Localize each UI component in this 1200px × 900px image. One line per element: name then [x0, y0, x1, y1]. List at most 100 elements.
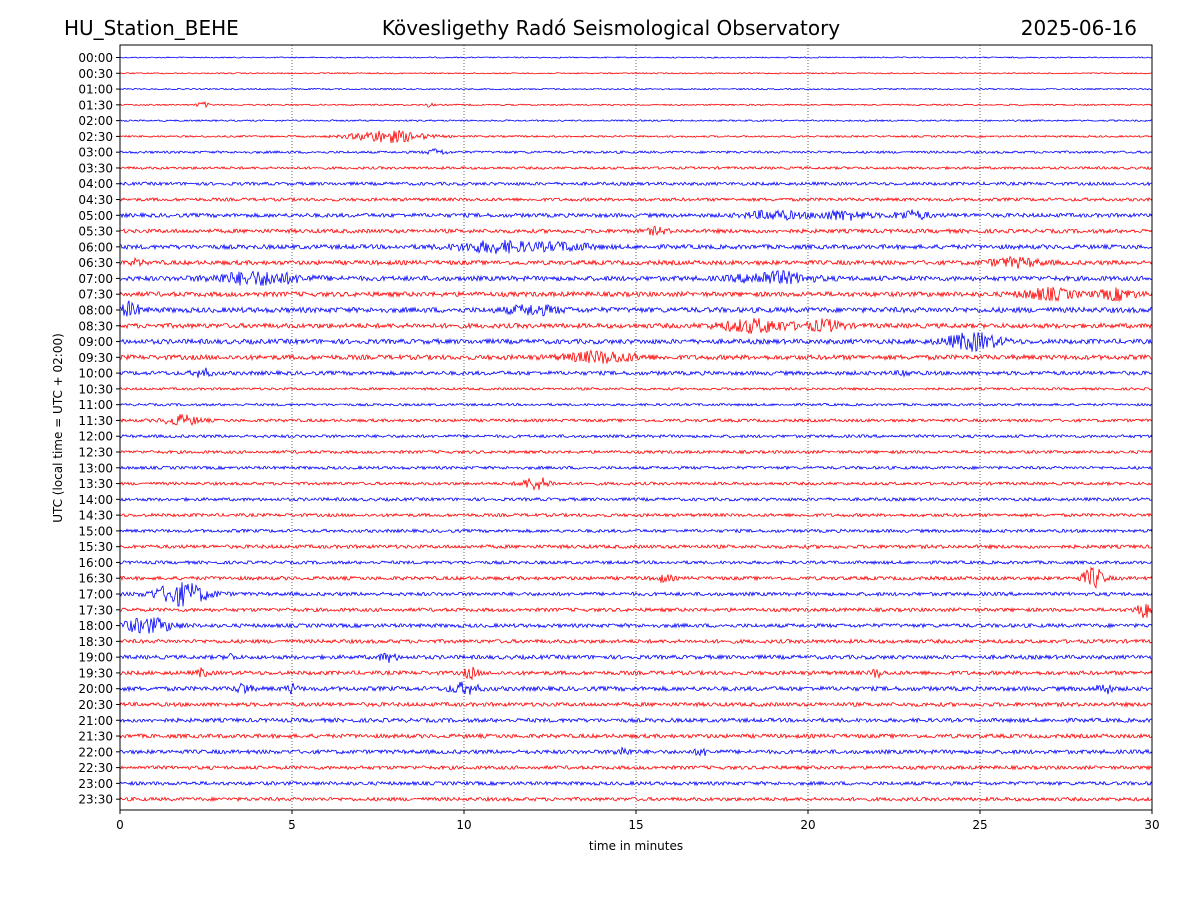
trace-1730 — [119, 603, 1153, 618]
trace-1400 — [119, 496, 1153, 503]
y-tick-label: 14:00 — [78, 493, 113, 507]
x-tick-label: 15 — [628, 818, 643, 832]
trace-1300 — [119, 465, 1153, 471]
y-tick-label: 16:30 — [78, 572, 113, 586]
x-axis-label: time in minutes — [589, 839, 683, 853]
y-tick-label: 20:30 — [78, 698, 113, 712]
trace-0330 — [119, 165, 1153, 171]
x-tick-label: 0 — [116, 818, 124, 832]
x-tick-label: 30 — [1144, 818, 1159, 832]
y-tick-label: 01:30 — [78, 98, 113, 112]
y-tick-label: 02:00 — [78, 114, 113, 128]
y-tick-label: 06:00 — [78, 240, 113, 254]
trace-0230 — [119, 129, 1153, 144]
y-tick-label: 07:30 — [78, 288, 113, 302]
trace-0630 — [119, 255, 1153, 269]
trace-2200 — [119, 746, 1153, 757]
trace-0900 — [119, 332, 1153, 352]
trace-1630 — [119, 566, 1153, 590]
x-tick-label: 5 — [288, 818, 296, 832]
y-tick-label: 11:30 — [78, 414, 113, 428]
y-tick-label: 09:00 — [78, 335, 113, 349]
y-tick-label: 21:30 — [78, 730, 113, 744]
y-tick-label: 23:30 — [78, 793, 113, 807]
trace-1030 — [119, 386, 1153, 392]
trace-0000 — [119, 56, 1153, 59]
trace-2100 — [119, 716, 1153, 724]
trace-1130 — [119, 414, 1153, 426]
trace-1530 — [119, 543, 1153, 550]
y-tick-label: 22:30 — [78, 761, 113, 775]
trace-1330 — [119, 477, 1153, 491]
trace-1000 — [119, 367, 1153, 378]
y-tick-label: 04:30 — [78, 193, 113, 207]
trace-2330 — [119, 796, 1153, 803]
trace-1700 — [119, 582, 1153, 607]
trace-0130 — [119, 100, 1153, 109]
y-tick-label: 10:30 — [78, 382, 113, 396]
trace-0930 — [119, 349, 1153, 364]
y-tick-label: 11:00 — [78, 398, 113, 412]
trace-0530 — [119, 225, 1153, 236]
trace-0200 — [119, 119, 1153, 123]
trace-2030 — [119, 701, 1153, 709]
plot-frame — [119, 44, 1153, 811]
y-tick-label: 18:00 — [78, 619, 113, 633]
trace-0600 — [119, 239, 1153, 254]
trace-0400 — [119, 180, 1153, 187]
y-tick-label: 19:30 — [78, 666, 113, 680]
trace-0030 — [119, 72, 1153, 75]
trace-0100 — [119, 87, 1153, 91]
x-tick-label: 25 — [972, 818, 987, 832]
y-tick-label: 00:30 — [78, 67, 113, 81]
x-tick-label: 20 — [800, 818, 815, 832]
y-tick-label: 06:30 — [78, 256, 113, 270]
trace-0730 — [119, 286, 1153, 303]
y-tick-label: 13:30 — [78, 477, 113, 491]
trace-2300 — [119, 780, 1153, 787]
trace-2000 — [119, 681, 1153, 695]
y-tick-label: 16:00 — [78, 556, 113, 570]
trace-2130 — [119, 732, 1153, 740]
y-tick-label: 20:00 — [78, 682, 113, 696]
y-tick-label: 05:00 — [78, 209, 113, 223]
y-tick-label: 05:30 — [78, 225, 113, 239]
trace-0430 — [119, 196, 1153, 203]
y-tick-label: 22:00 — [78, 745, 113, 759]
trace-0500 — [119, 208, 1153, 221]
y-tick-label: 23:00 — [78, 777, 113, 791]
y-tick-label: 02:30 — [78, 130, 113, 144]
trace-1600 — [119, 559, 1153, 566]
y-tick-label: 17:30 — [78, 603, 113, 617]
trace-0800 — [119, 300, 1153, 317]
y-tick-label: 19:00 — [78, 651, 113, 665]
x-axis-ticks: 0 5 10 15 20 25 30 — [116, 810, 1160, 832]
trace-1430 — [119, 512, 1153, 518]
trace-1200 — [119, 433, 1153, 439]
trace-2230 — [119, 764, 1153, 771]
y-tick-label: 03:00 — [78, 146, 113, 160]
y-tick-label: 00:00 — [78, 51, 113, 65]
station-title: HU_Station_BEHE — [64, 16, 239, 40]
y-tick-label: 07:00 — [78, 272, 113, 286]
trace-1900 — [119, 652, 1153, 663]
trace-1800 — [119, 616, 1153, 634]
y-tick-label: 01:00 — [78, 83, 113, 97]
observatory-title: Kövesligethy Radó Seismological Observat… — [382, 16, 840, 40]
date-title: 2025-06-16 — [1021, 16, 1137, 40]
trace-1830 — [119, 638, 1153, 645]
y-axis-label: UTC (local time = UTC + 02:00) — [51, 333, 65, 523]
y-tick-label: 18:30 — [78, 635, 113, 649]
y-tick-label: 09:30 — [78, 351, 113, 365]
y-tick-label: 08:00 — [78, 303, 113, 317]
trace-0830 — [119, 318, 1153, 334]
y-tick-label: 12:00 — [78, 430, 113, 444]
y-tick-label: 08:30 — [78, 319, 113, 333]
trace-group — [119, 56, 1153, 803]
y-tick-label: 14:30 — [78, 509, 113, 523]
trace-1230 — [119, 449, 1153, 455]
trace-0300 — [119, 148, 1153, 156]
y-tick-label: 13:00 — [78, 461, 113, 475]
trace-0700 — [119, 270, 1153, 286]
